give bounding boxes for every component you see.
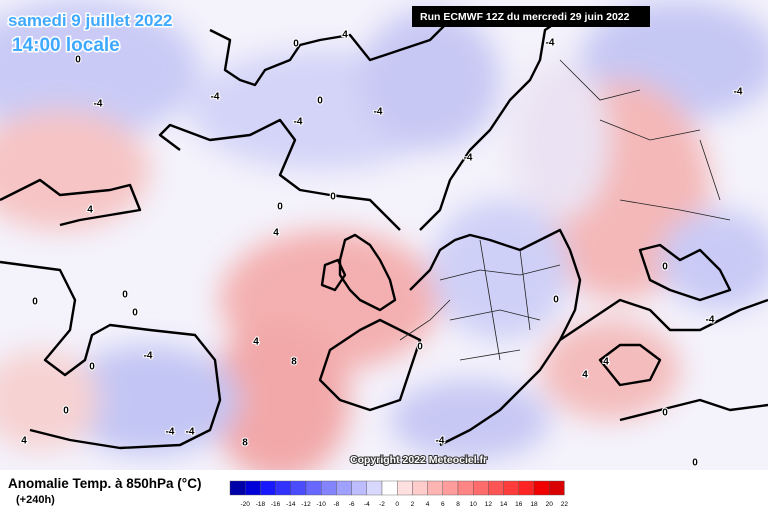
color-swatch bbox=[412, 480, 428, 496]
contour-label: -4 bbox=[734, 87, 743, 98]
contour-label: 0 bbox=[277, 202, 283, 213]
color-swatch bbox=[381, 480, 398, 496]
contour-label: 0 bbox=[132, 308, 138, 319]
color-bar-tick: -12 bbox=[301, 501, 311, 508]
contour-label: 0 bbox=[293, 39, 299, 50]
color-swatch bbox=[229, 480, 246, 496]
contour-label: -4 bbox=[211, 92, 220, 103]
date-label: samedi 9 juillet 2022 bbox=[8, 11, 172, 30]
color-swatch bbox=[275, 480, 292, 496]
color-swatch bbox=[427, 480, 444, 496]
color-bar-tick: -8 bbox=[334, 501, 340, 508]
color-swatch bbox=[533, 480, 550, 496]
color-swatch bbox=[473, 480, 489, 496]
contour-label: 0 bbox=[122, 290, 128, 301]
color-bar-tick: 18 bbox=[530, 501, 538, 508]
color-bar-tick: -14 bbox=[286, 501, 296, 508]
legend-title: Anomalie Temp. à 850hPa (°C) bbox=[8, 476, 201, 491]
color-bar-tick: 14 bbox=[500, 501, 508, 508]
color-bar-tick: -4 bbox=[364, 501, 370, 508]
color-bar-tick: -6 bbox=[349, 501, 355, 508]
color-swatch bbox=[321, 480, 337, 496]
color-swatch bbox=[336, 480, 352, 496]
color-swatch bbox=[290, 480, 307, 496]
color-bar: -20 -18 -16 -14 -12 -10 -8 -6 -4 -2 0 2 4 6 8 10 12 14 16 1… bbox=[229, 480, 569, 508]
color-bar-tick: 20 bbox=[546, 501, 554, 508]
contour-label: -4 bbox=[294, 117, 303, 128]
contour-label: 0 bbox=[75, 55, 81, 66]
map-field bbox=[0, 0, 768, 470]
color-swatch bbox=[351, 480, 368, 496]
contour-label: -4 bbox=[464, 153, 473, 164]
contour-label: -4 bbox=[94, 99, 103, 110]
color-bar-tick: -16 bbox=[271, 501, 281, 508]
contour-label: -4 bbox=[546, 38, 555, 49]
color-swatch bbox=[457, 480, 474, 496]
color-bar-tick: 0 bbox=[395, 501, 399, 508]
color-swatch bbox=[244, 480, 261, 496]
contour-label: -4 bbox=[144, 351, 153, 362]
contour-label: 8 bbox=[291, 357, 297, 368]
contour-label: 0 bbox=[553, 295, 559, 306]
run-label: Run ECMWF 12Z du mercredi 29 juin 2022 bbox=[420, 11, 630, 23]
color-swatch bbox=[488, 480, 504, 496]
color-swatch bbox=[503, 480, 520, 496]
contour-label: -4 bbox=[706, 315, 715, 326]
contour-label: 0 bbox=[662, 408, 668, 419]
time-label: 14:00 locale bbox=[12, 35, 120, 56]
color-bar-tick: 16 bbox=[515, 501, 523, 508]
color-swatch bbox=[397, 480, 413, 496]
contour-label: 4 bbox=[273, 228, 279, 239]
contour-label: -4 bbox=[166, 427, 175, 438]
contour-label: -4 bbox=[374, 107, 383, 118]
color-bar-tick: -20 bbox=[240, 501, 250, 508]
color-bar-tick: 8 bbox=[456, 501, 460, 508]
contour-label: 4 bbox=[342, 30, 348, 41]
contour-label: 4 bbox=[253, 337, 259, 348]
color-bar-tick: 2 bbox=[411, 501, 415, 508]
color-swatch bbox=[260, 480, 276, 496]
contour-label: 0 bbox=[89, 362, 95, 373]
color-bar-tick: 6 bbox=[441, 501, 445, 508]
contour-label: 4 bbox=[582, 370, 588, 381]
run-box bbox=[412, 6, 650, 27]
color-bar-tick: -2 bbox=[379, 501, 385, 508]
contour-label: 8 bbox=[242, 438, 248, 449]
color-swatch bbox=[549, 480, 565, 496]
color-bar-tick: -18 bbox=[256, 501, 266, 508]
contour-label: 4 bbox=[21, 436, 27, 447]
color-swatch bbox=[366, 480, 383, 496]
contour-label: -4 bbox=[436, 436, 445, 447]
contour-label: -4 bbox=[186, 427, 195, 438]
color-bar-tick: 10 bbox=[470, 501, 478, 508]
contour-label: 0 bbox=[330, 192, 336, 203]
contour-label: 0 bbox=[692, 458, 698, 469]
copyright: Copyright 2022 Meteociel.fr bbox=[350, 454, 487, 466]
color-bar-tick: 4 bbox=[426, 501, 430, 508]
color-bar-tick: 22 bbox=[561, 501, 569, 508]
lead-time: (+240h) bbox=[16, 494, 55, 506]
contour-label: 0 bbox=[63, 406, 69, 417]
contour-label: 4 bbox=[87, 205, 93, 216]
color-swatch bbox=[305, 480, 322, 496]
contour-label: 4 bbox=[603, 357, 609, 368]
color-swatch bbox=[442, 480, 459, 496]
color-swatch bbox=[518, 480, 535, 496]
contour-label: 0 bbox=[417, 342, 423, 353]
contour-label: 0 bbox=[317, 96, 323, 107]
color-bar-tick: -10 bbox=[316, 501, 326, 508]
contour-label: 0 bbox=[32, 297, 38, 308]
contour-label: 0 bbox=[662, 262, 668, 273]
color-bar-tick: 12 bbox=[485, 501, 493, 508]
